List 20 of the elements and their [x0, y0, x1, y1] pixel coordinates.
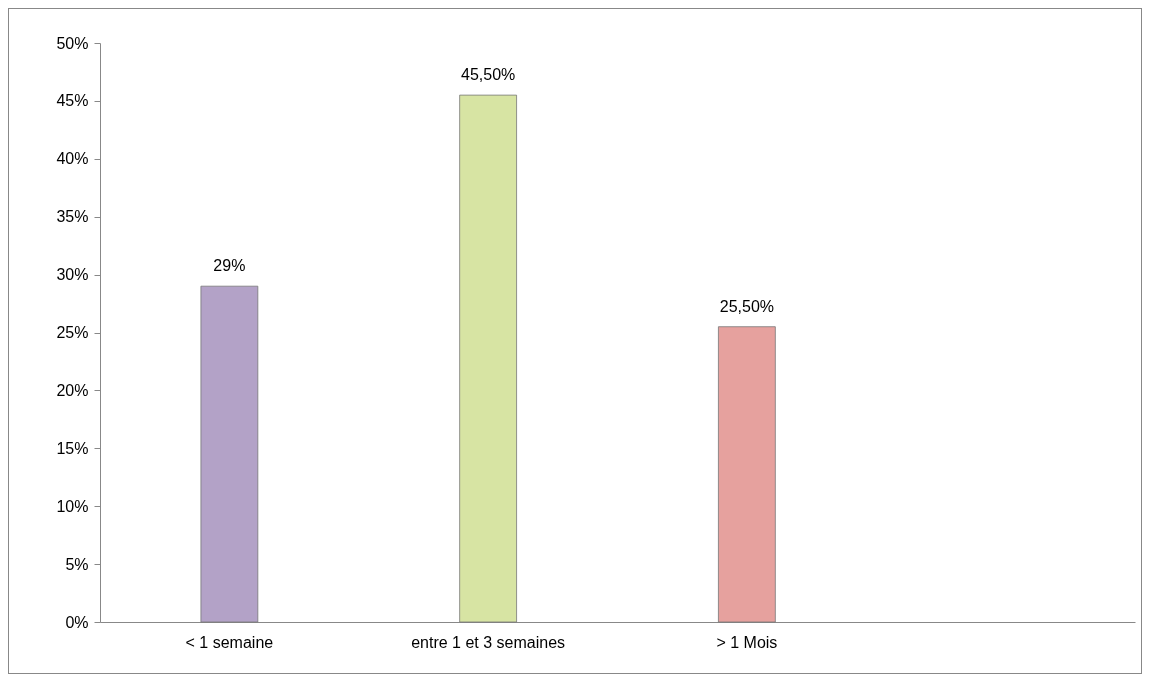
- x-tick-label: entre 1 et 3 semaines: [411, 633, 566, 651]
- y-tick-label: 50%: [56, 34, 89, 52]
- x-tick-label: < 1 semaine: [185, 633, 274, 651]
- bar: [459, 94, 517, 623]
- x-tick-label: > 1 Mois: [716, 633, 778, 651]
- y-tick-label: 10%: [56, 497, 89, 515]
- data-label: 25,50%: [719, 297, 775, 315]
- bar: [200, 285, 259, 623]
- y-tick-label: 15%: [56, 439, 89, 457]
- y-tick-label: 20%: [56, 381, 89, 399]
- data-label: 45,50%: [460, 66, 516, 84]
- y-tick-label: 45%: [56, 92, 89, 110]
- y-tick-label: 25%: [56, 324, 89, 341]
- y-tick-label: 30%: [56, 266, 89, 284]
- y-tick-label: 35%: [56, 208, 89, 226]
- y-tick-label: 0%: [65, 613, 89, 631]
- y-tick-label: 40%: [56, 150, 89, 168]
- data-label: 29%: [213, 257, 246, 275]
- y-tick-label: 5%: [65, 555, 89, 573]
- bar: [718, 326, 776, 623]
